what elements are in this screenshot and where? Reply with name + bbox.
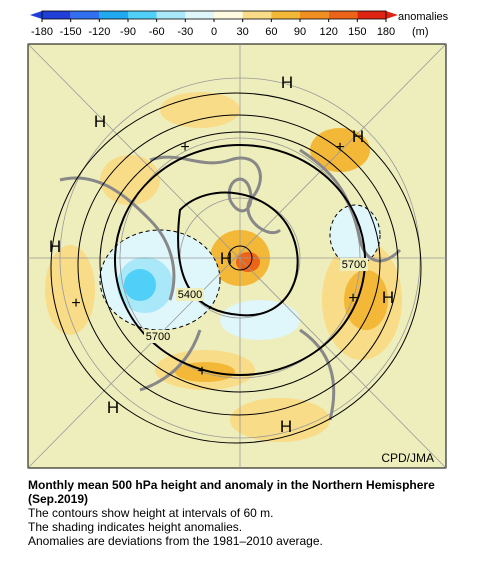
map-label: H (352, 127, 364, 146)
colorbar-arrow-high (386, 11, 398, 19)
colorbar-segment (185, 11, 214, 19)
map-label: H (280, 417, 292, 436)
map-label: H (220, 249, 232, 268)
coastlines (59, 148, 402, 421)
caption-line: The contours show height at intervals of… (28, 506, 274, 520)
colorbar-tick-label: 30 (237, 26, 249, 38)
contour-label: 5700 (146, 331, 170, 343)
map-label: H (94, 112, 106, 131)
graticule (27, 43, 447, 469)
map-label: + (348, 290, 357, 307)
map-figure: anomalies (m) CPD/J (27, 10, 449, 469)
map-label: H (382, 288, 394, 307)
colorbar-arrow-low (30, 11, 42, 19)
map-label: + (197, 363, 206, 380)
contour-label: 5700 (342, 259, 366, 271)
colorbar-tick-label: -180 (31, 26, 53, 38)
map-label: H (107, 398, 119, 417)
colorbar-segment (357, 11, 386, 19)
map-label: + (335, 139, 344, 156)
colorbar-tick-label: 180 (377, 26, 395, 38)
colorbar-label: anomalies (398, 11, 449, 23)
colorbar-tick-label: -30 (177, 26, 193, 38)
colorbar-tick-label: 90 (294, 26, 306, 38)
contour-label: 5400 (178, 289, 202, 301)
colorbar-segment (242, 11, 272, 19)
map-label: H (49, 237, 61, 256)
colorbar-tick-label: 150 (348, 26, 366, 38)
caption-title: Monthly mean 500 hPa height and anomaly … (28, 478, 435, 506)
caption-line: The shading indicates height anomalies. (28, 520, 243, 534)
colorbar-segment (214, 11, 243, 19)
colorbar-segment (271, 11, 300, 19)
credit: CPD/JMA (381, 451, 434, 465)
contour-label-bg (144, 330, 172, 343)
colorbar-tick-label: -60 (149, 26, 165, 38)
colorbar-tick-label: 120 (319, 26, 337, 38)
colorbar-segment (70, 11, 100, 19)
colorbar-segment (328, 11, 358, 19)
caption: Monthly mean 500 hPa height and anomaly … (28, 478, 448, 548)
colorbar-tick-label: -120 (88, 26, 110, 38)
colorbar-segment (99, 11, 128, 19)
contour-label-bg (176, 288, 204, 301)
colorbar-segment (42, 11, 71, 19)
map-label: + (71, 295, 80, 312)
colorbar-tick-label: 60 (265, 26, 277, 38)
colorbar-unit: (m) (412, 26, 429, 38)
contour-label-bg (340, 258, 368, 271)
caption-line: Anomalies are deviations from the 1981–2… (28, 534, 323, 548)
colorbar-segment (300, 11, 329, 19)
colorbar-tick-label: -150 (60, 26, 82, 38)
colorbar-tick-label: 0 (211, 26, 217, 38)
map-label: + (180, 139, 189, 156)
colorbar-segment (128, 11, 157, 19)
map-label: H (281, 73, 293, 92)
colorbar-segment (156, 11, 186, 19)
colorbar-tick-label: -90 (120, 26, 136, 38)
